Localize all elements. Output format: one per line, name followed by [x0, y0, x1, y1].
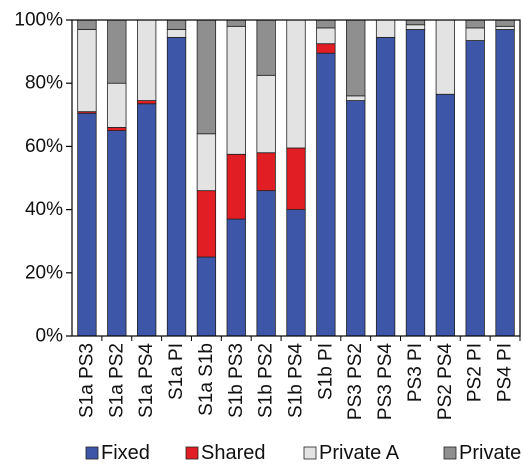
- bar-private-b-segment: [346, 19, 366, 97]
- bar-private-b-segment: [226, 19, 246, 27]
- bar-fixed-segment: [375, 36, 396, 337]
- bar-private-a-segment: [346, 95, 366, 101]
- bar-fixed-segment: [435, 93, 455, 337]
- legend-swatch: [443, 446, 457, 460]
- y-tick-label: 0%: [36, 326, 64, 347]
- bar-fixed-segment: [346, 100, 366, 337]
- bar-fixed-segment: [465, 40, 485, 337]
- x-tick-label: PS3 PS2: [345, 343, 366, 420]
- x-tick-label: S1a PS3: [76, 343, 97, 418]
- plot-area-frame: [71, 19, 521, 337]
- bar-shared-segment: [137, 100, 157, 105]
- bar-fixed-segment: [137, 103, 157, 337]
- x-axis-ticks: S1a PS3 S1a PS2 S1a PS4 S1a PI S1a S1b S1b PS…: [76, 336, 521, 421]
- bar-fixed-segment: [495, 29, 515, 337]
- legend: Fixed Shared Private A Private B: [85, 442, 523, 464]
- bar-fixed-segment: [226, 218, 246, 337]
- x-tick-label: S1b PS4: [286, 343, 307, 418]
- bar-shared-segment: [226, 153, 246, 220]
- bar-private-a-segment: [256, 74, 276, 154]
- x-tick-label: S1a PS4: [136, 343, 157, 418]
- bar-private-b-segment: [77, 19, 97, 30]
- x-tick-label: S1b PI: [315, 343, 336, 400]
- bar-fixed-segment: [166, 36, 187, 337]
- bar-fixed-segment: [286, 209, 306, 337]
- x-tick-label: S1b PS3: [226, 343, 247, 418]
- bar-fixed-segment: [77, 112, 97, 337]
- x-tick-label: S1a S1b: [196, 343, 217, 416]
- bar-shared-segment: [316, 43, 336, 54]
- bar-private-b-segment: [405, 19, 426, 26]
- bar-private-a-segment: [166, 29, 187, 38]
- bar-fixed-segment: [316, 52, 336, 337]
- bar-private-b-segment: [465, 19, 485, 29]
- legend-swatch: [85, 446, 99, 460]
- bar-fixed-segment: [256, 190, 276, 337]
- x-tick-label: S1a PI: [166, 343, 187, 400]
- bar-fixed-segment: [107, 130, 127, 337]
- y-tick-label: 100%: [14, 10, 63, 31]
- bar-private-a-segment: [495, 25, 515, 30]
- bar-private-a-segment: [375, 19, 396, 38]
- x-tick-label: PS3 PS4: [375, 343, 396, 421]
- x-tick-label: PS3 PI: [405, 343, 426, 402]
- bars-group: [77, 19, 515, 337]
- bar-private-a-segment: [107, 82, 127, 128]
- x-tick-label: PS4 PI: [495, 343, 516, 402]
- x-tick-label: S1b PS2: [256, 343, 277, 418]
- bar-private-a-segment: [196, 133, 217, 192]
- x-tick-label: S1a PS2: [106, 343, 127, 418]
- y-tick-label: 60%: [25, 136, 63, 157]
- bar-fixed-segment: [405, 29, 426, 337]
- y-tick-label: 40%: [25, 199, 63, 220]
- bar-private-a-segment: [77, 29, 97, 113]
- bar-private-a-segment: [316, 27, 336, 45]
- bar-private-b-segment: [256, 19, 276, 76]
- bar-private-a-segment: [405, 24, 426, 30]
- bar-shared-segment: [286, 147, 306, 210]
- x-tick-label: PS2 PI: [465, 343, 486, 402]
- legend-label: Fixed: [101, 442, 150, 464]
- bar-private-a-segment: [465, 27, 485, 41]
- bar-private-a-segment: [137, 19, 157, 101]
- x-tick-label: PS2 PS4: [435, 343, 456, 421]
- y-axis-ticks: 0% 20% 40% 60% 80% 100%: [14, 10, 72, 347]
- bar-private-b-segment: [495, 19, 515, 27]
- y-tick-label: 20%: [25, 262, 63, 283]
- bar-private-b-segment: [166, 19, 187, 30]
- bar-shared-segment: [107, 127, 127, 132]
- legend-label: Private A: [319, 442, 400, 464]
- bar-shared-segment: [256, 152, 276, 192]
- legend-swatch: [185, 446, 199, 460]
- legend-swatch: [303, 446, 317, 460]
- y-tick-label: 80%: [25, 73, 63, 94]
- bar-private-b-segment: [107, 19, 127, 84]
- bar-private-b-segment: [316, 19, 336, 29]
- legend-label: Private B: [459, 442, 523, 464]
- bar-fixed-segment: [196, 256, 217, 337]
- legend-label: Shared: [201, 442, 266, 464]
- bar-shared-segment: [196, 190, 217, 258]
- bar-private-b-segment: [196, 19, 217, 135]
- bar-private-a-segment: [435, 19, 455, 95]
- bar-private-a-segment: [226, 25, 246, 155]
- bar-private-a-segment: [286, 19, 306, 149]
